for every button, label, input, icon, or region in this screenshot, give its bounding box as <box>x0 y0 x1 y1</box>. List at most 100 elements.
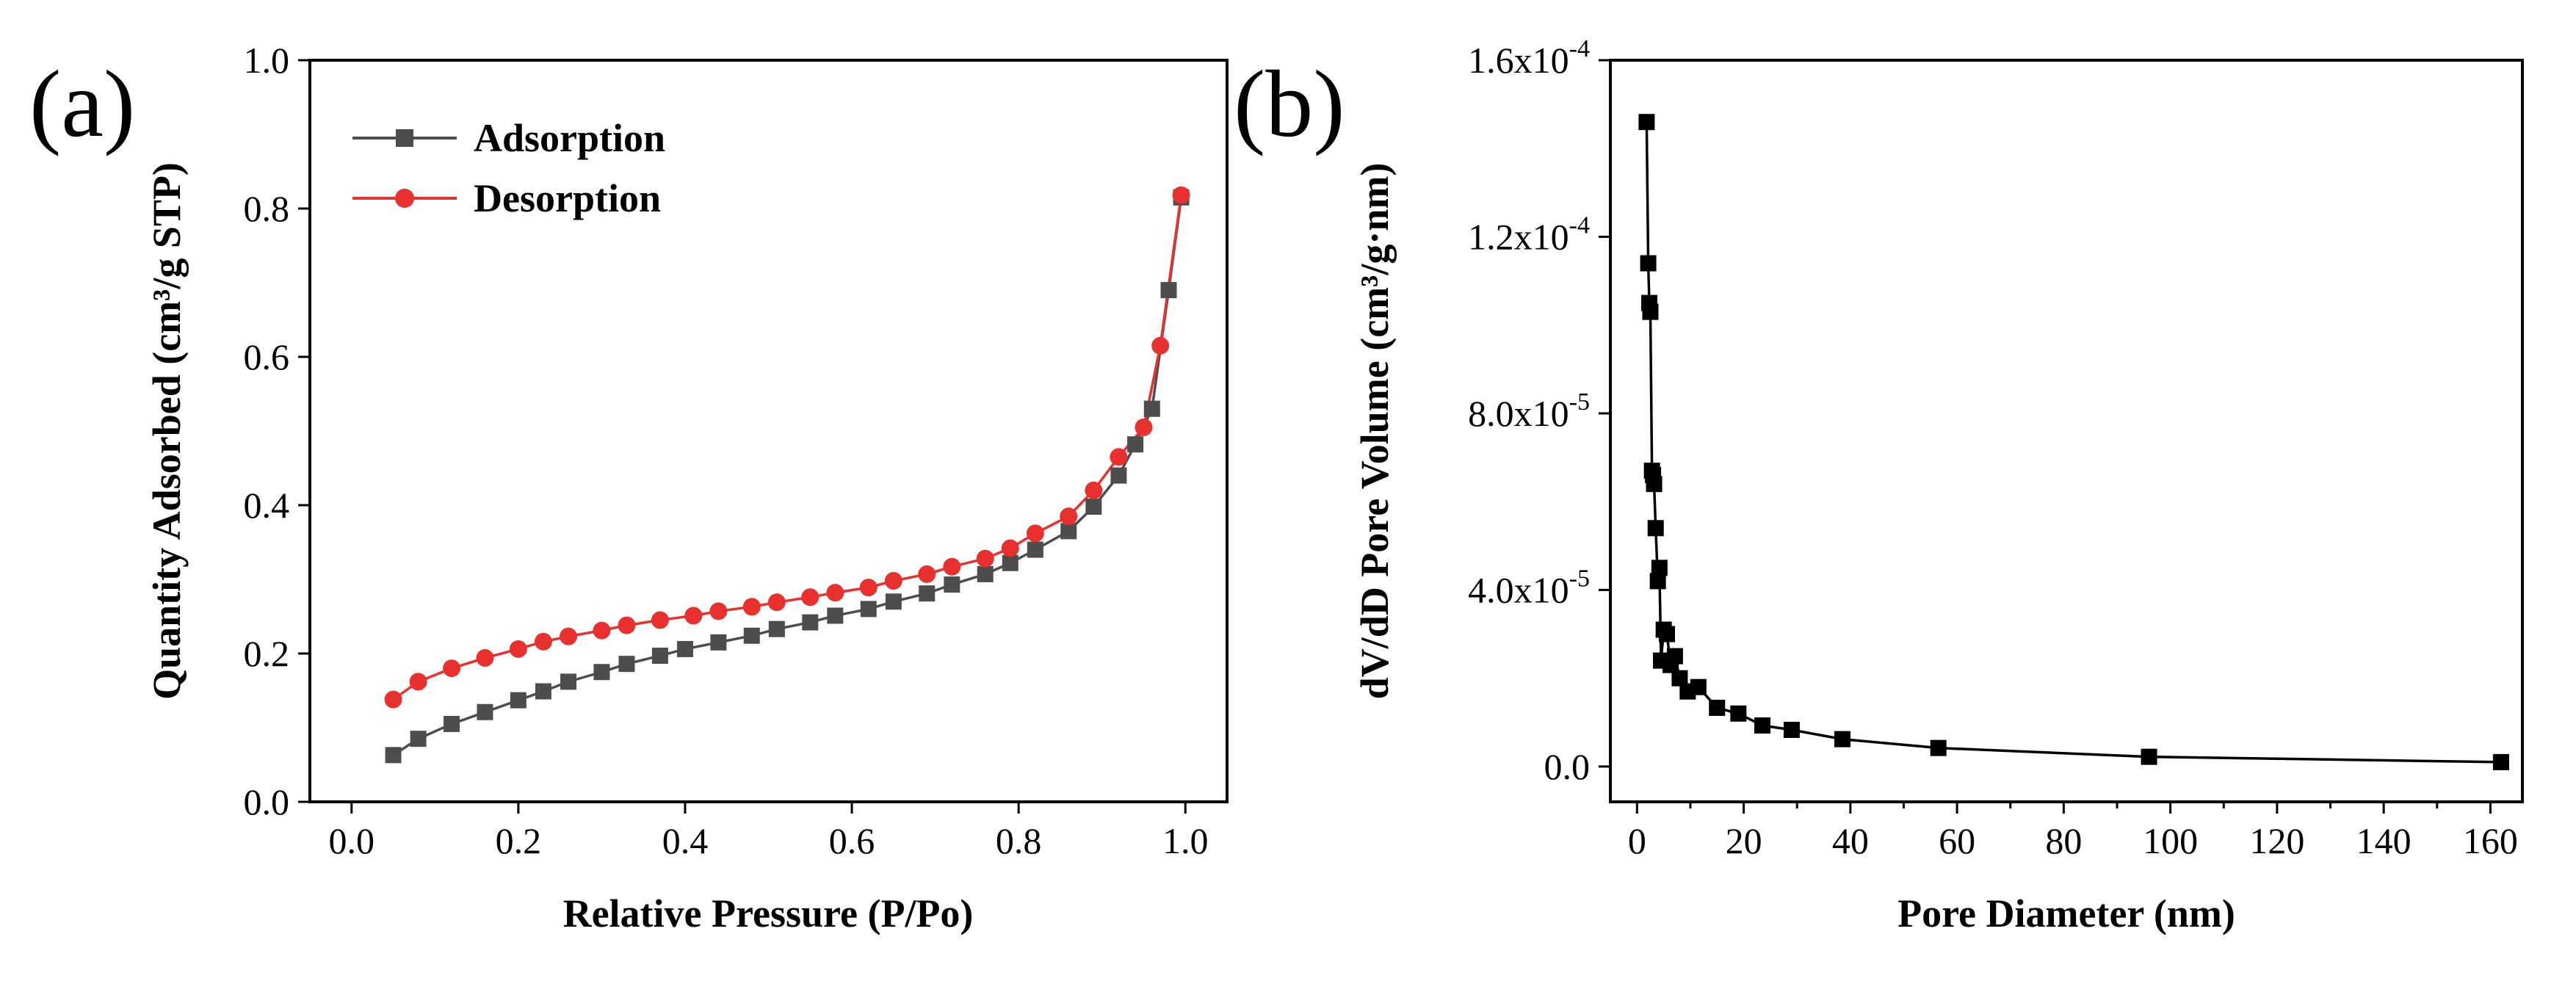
legend-adsorption-label: Adsorption <box>474 116 665 160</box>
data-point <box>860 601 877 618</box>
data-point <box>1666 648 1683 665</box>
data-point <box>651 648 668 665</box>
data-point <box>1658 626 1675 642</box>
data-point <box>884 572 902 590</box>
x-tick-label: 0.6 <box>829 820 875 861</box>
y-tick-label: 1.6x10-4 <box>1468 35 1590 81</box>
legend-adsorption-marker <box>396 129 413 147</box>
data-point <box>976 549 994 568</box>
data-point <box>684 607 703 625</box>
data-point <box>1783 722 1800 739</box>
data-point <box>827 607 844 624</box>
y-tick-label: 0.8 <box>244 188 290 229</box>
data-point <box>385 747 402 764</box>
data-point <box>885 593 902 610</box>
data-point <box>1110 467 1127 484</box>
series-line-desorption <box>392 195 1183 701</box>
data-point <box>1690 678 1707 695</box>
data-point <box>918 565 936 583</box>
data-point <box>593 664 610 681</box>
y-tick-label: 1.0 <box>244 40 290 81</box>
y-tick-label: 0.2 <box>244 633 290 674</box>
x-tick-label: 0.0 <box>329 820 375 861</box>
data-point <box>801 588 820 607</box>
data-point <box>1143 400 1160 417</box>
x-tick-label: 100 <box>2143 820 2198 861</box>
data-point <box>1640 255 1657 272</box>
data-point <box>859 579 878 597</box>
data-point <box>618 616 636 634</box>
x-tick-label: 140 <box>2356 820 2412 861</box>
x-tick-label: 120 <box>2249 820 2304 861</box>
data-point <box>1110 448 1128 466</box>
data-point <box>1638 114 1655 131</box>
data-point <box>1060 523 1077 540</box>
data-point <box>443 659 461 678</box>
data-point <box>1127 436 1144 453</box>
data-point <box>743 627 760 644</box>
data-point <box>651 611 669 629</box>
series-line-adsorption <box>392 197 1183 756</box>
data-point <box>919 585 936 602</box>
data-point <box>1651 560 1668 576</box>
data-point <box>444 715 460 732</box>
data-point <box>826 584 844 602</box>
data-point <box>944 576 960 593</box>
x-tick-label: 0.8 <box>996 820 1042 861</box>
panel-a-plot-frame <box>308 59 1229 803</box>
x-tick-label: 0 <box>1628 820 1646 861</box>
data-point <box>1151 336 1170 355</box>
x-tick-label: 60 <box>1939 820 1975 861</box>
data-point <box>1060 507 1078 526</box>
data-point <box>1930 739 1947 756</box>
data-point <box>1001 539 1019 557</box>
data-point <box>1649 573 1666 590</box>
data-point <box>1647 520 1664 537</box>
data-point <box>1172 186 1190 204</box>
data-point <box>2141 748 2157 765</box>
x-tick-label: 1.0 <box>1162 820 1209 861</box>
data-point <box>384 690 402 709</box>
data-point <box>977 565 994 582</box>
data-point <box>1002 554 1019 571</box>
panel-b-plot-frame <box>1609 59 2524 803</box>
data-point <box>410 731 427 747</box>
x-tick-label: 20 <box>1726 820 1762 861</box>
data-point <box>709 602 728 620</box>
data-point <box>767 593 786 612</box>
data-point <box>1709 699 1726 716</box>
panel-b-x-axis-title: Pore Diameter (nm) <box>1897 891 2235 935</box>
y-tick-label: 0.4 <box>244 485 290 526</box>
data-point <box>1671 670 1688 687</box>
data-point <box>742 598 761 616</box>
data-point <box>1160 282 1177 299</box>
panel-a-x-axis-title: Relative Pressure (P/Po) <box>563 891 974 935</box>
data-point <box>1754 717 1770 734</box>
y-tick-label: 0.6 <box>244 336 290 377</box>
series-line-dv-dd <box>1645 122 2501 764</box>
panel-b-y-axis-title: dV/dD Pore Volume (cm³/g·nm) <box>1353 163 1397 700</box>
data-point <box>618 656 635 673</box>
x-tick-label: 0.2 <box>496 820 542 861</box>
x-tick-label: 40 <box>1832 820 1869 861</box>
data-point <box>1730 705 1747 722</box>
data-point <box>1646 476 1663 493</box>
data-point <box>593 621 611 640</box>
data-point <box>509 640 527 658</box>
data-point <box>560 673 576 690</box>
data-point <box>1085 499 1102 515</box>
legend-desorption-marker <box>395 189 414 208</box>
panel-a-y-axis-title: Quantity Adsorbed (cm³/g STP) <box>145 162 189 700</box>
y-tick-label: 0.0 <box>1544 746 1591 787</box>
data-point <box>476 649 494 667</box>
x-tick-label: 0.4 <box>662 820 709 861</box>
legend-desorption-label: Desorption <box>474 176 661 220</box>
data-point <box>1085 481 1103 499</box>
data-point <box>1834 731 1850 747</box>
y-tick-label: 0.0 <box>244 781 290 822</box>
data-point <box>676 640 693 657</box>
data-point <box>943 557 961 576</box>
data-point <box>1642 303 1659 320</box>
data-point <box>1135 418 1153 436</box>
